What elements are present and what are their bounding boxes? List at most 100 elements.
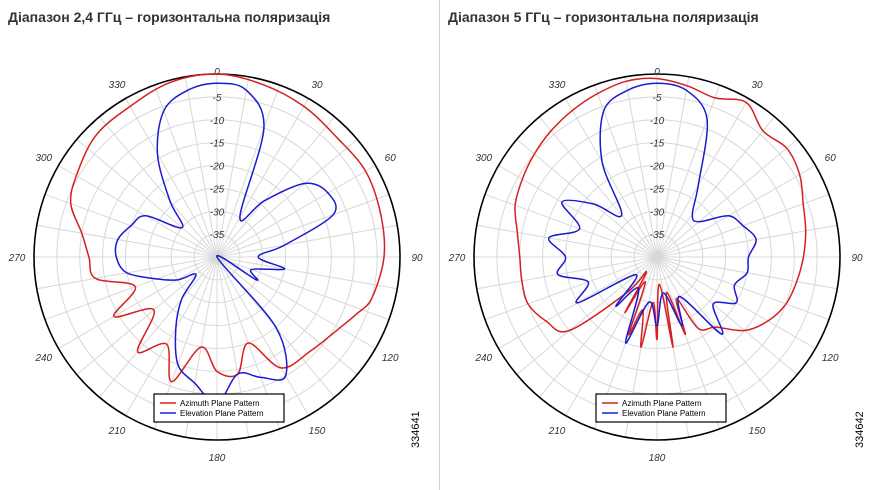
grid-spoke xyxy=(484,256,658,321)
grid-spoke xyxy=(216,84,281,258)
angle-tick-label: 120 xyxy=(822,353,839,364)
angle-tick-label: 90 xyxy=(411,253,423,264)
chart-title: Діапазон 5 ГГц – горизонтальна поляризац… xyxy=(448,9,759,25)
outer-circle xyxy=(473,73,841,441)
angle-tick-label: 330 xyxy=(109,80,126,91)
angle-tick-label: 300 xyxy=(35,153,52,164)
grid-spoke xyxy=(184,76,218,258)
angle-tick-label: 270 xyxy=(448,253,466,264)
grid-spoke xyxy=(76,256,218,376)
grid-spoke xyxy=(656,224,838,258)
grid-spoke xyxy=(656,138,798,258)
radial-tick-label: -35 xyxy=(210,230,225,241)
angle-tick-label: 150 xyxy=(309,426,326,437)
grid-spoke xyxy=(125,256,218,416)
radial-tick-label: -15 xyxy=(650,139,665,150)
grid-spoke xyxy=(476,256,658,290)
radial-tick-label: -5 xyxy=(213,93,222,104)
angle-tick-label: 300 xyxy=(475,153,492,164)
grid-spoke xyxy=(216,224,398,258)
grid-spoke xyxy=(216,98,309,258)
radial-tick-label: -30 xyxy=(210,207,225,218)
grid-spoke xyxy=(216,256,309,416)
angle-tick-label: 180 xyxy=(209,453,226,464)
angle-tick-label: 60 xyxy=(385,153,397,164)
radial-tick-label: -10 xyxy=(210,116,225,127)
chart-title: Діапазон 2,4 ГГц – горизонтальна поляриз… xyxy=(8,9,331,25)
legend-box xyxy=(153,393,285,423)
radial-tick-label: -35 xyxy=(650,230,665,241)
grid-spoke xyxy=(624,76,658,258)
grid-spoke xyxy=(538,256,658,398)
angle-tick-label: 330 xyxy=(549,80,566,91)
grid-spoke xyxy=(498,165,658,258)
grid-spoke xyxy=(216,256,390,321)
angle-tick-label: 30 xyxy=(751,80,763,91)
grid-spoke xyxy=(36,224,218,258)
radial-tick-label: -25 xyxy=(210,184,225,195)
grid-spoke xyxy=(58,165,218,258)
grid-spoke xyxy=(656,116,776,258)
grid-spoke xyxy=(656,256,749,416)
grid-spoke xyxy=(656,256,798,376)
legend-box xyxy=(595,393,727,423)
angle-tick-label: 60 xyxy=(825,153,837,164)
radial-tick-label: -20 xyxy=(210,162,225,173)
grid-spoke xyxy=(216,76,250,258)
figure-id: 334642 xyxy=(854,411,866,448)
polar-chart-5ghz: 0 -5 -10 -15 -20 -25 -30 -35 30 60 90 120 150 180 210 2… xyxy=(448,67,863,464)
angle-tick-label: 210 xyxy=(548,426,566,437)
grid-spoke xyxy=(216,138,358,258)
grid-spoke xyxy=(656,98,749,258)
radial-tick-label: 0 xyxy=(214,67,220,78)
grid-spoke xyxy=(216,193,390,258)
grid-spoke xyxy=(125,98,218,258)
grid-spoke xyxy=(656,256,830,321)
elevation-series-line xyxy=(548,82,757,344)
grid-spoke xyxy=(538,116,658,258)
radial-tick-label: -30 xyxy=(650,207,665,218)
grid-spoke xyxy=(98,116,218,258)
radial-tick-label: -20 xyxy=(650,162,665,173)
grid-spoke xyxy=(216,256,358,376)
grid-spoke xyxy=(516,256,658,376)
angle-tick-label: 210 xyxy=(108,426,126,437)
azimuth-series-line xyxy=(69,73,386,383)
legend-label: Elevation Plane Pattern xyxy=(622,409,706,418)
grid-spoke xyxy=(76,138,218,258)
grid-spoke xyxy=(44,256,218,321)
grid-spoke xyxy=(565,256,658,416)
grid-spoke xyxy=(153,84,218,258)
angle-tick-label: 240 xyxy=(474,353,492,364)
legend-label: Azimuth Plane Pattern xyxy=(622,399,702,408)
grid-spoke xyxy=(565,98,658,258)
angle-tick-label: 120 xyxy=(382,353,399,364)
chart-panel-2ghz: Діапазон 2,4 ГГц – горизонтальна поляриз… xyxy=(0,0,438,490)
grid-spoke xyxy=(656,76,690,258)
grid-spoke xyxy=(216,116,336,258)
angle-tick-label: 270 xyxy=(8,253,26,264)
grid-spoke xyxy=(216,165,376,258)
grid-spoke xyxy=(484,193,658,258)
figure-id: 334641 xyxy=(410,411,422,448)
radial-tick-label: -10 xyxy=(650,116,665,127)
radial-tick-label: 0 xyxy=(654,67,660,78)
grid-spoke xyxy=(516,138,658,258)
grid-spoke xyxy=(593,84,658,258)
panel-divider xyxy=(439,0,440,490)
angle-tick-label: 180 xyxy=(649,453,666,464)
radial-tick-label: -5 xyxy=(653,93,662,104)
grid-spoke xyxy=(476,224,658,258)
angle-tick-label: 30 xyxy=(311,80,323,91)
polar-chart-2ghz: 0 -5 -10 -15 -20 -25 -30 -35 30 60 90 120 150 180 210 2… xyxy=(8,67,423,464)
legend-label: Azimuth Plane Pattern xyxy=(180,399,260,408)
grid-spoke xyxy=(656,84,721,258)
angle-tick-label: 150 xyxy=(749,426,766,437)
grid-spoke xyxy=(656,165,816,258)
chart-panel-5ghz: Діапазон 5 ГГц – горизонтальна поляризац… xyxy=(440,0,878,490)
radial-tick-label: -25 xyxy=(650,184,665,195)
angle-tick-label: 90 xyxy=(851,253,863,264)
radial-tick-label: -15 xyxy=(210,139,225,150)
legend-label: Elevation Plane Pattern xyxy=(180,409,264,418)
angle-tick-label: 240 xyxy=(34,353,52,364)
